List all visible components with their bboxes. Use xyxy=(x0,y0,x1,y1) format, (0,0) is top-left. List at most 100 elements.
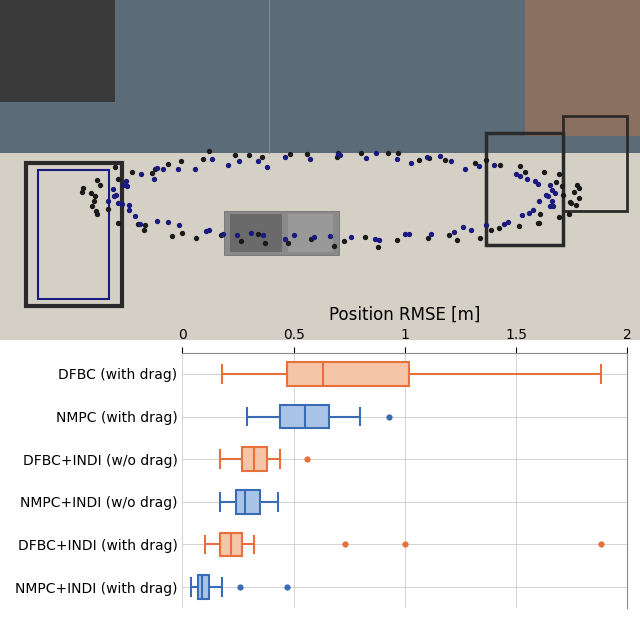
X-axis label: Position RMSE [m]: Position RMSE [m] xyxy=(329,306,481,324)
Bar xyxy=(0,0,640,153)
Point xyxy=(111,190,121,200)
Point xyxy=(204,225,214,235)
Point xyxy=(124,200,134,210)
Point xyxy=(533,218,543,228)
Point xyxy=(435,151,445,161)
Point xyxy=(422,233,433,243)
Point xyxy=(554,168,564,178)
Point xyxy=(92,175,102,185)
Point xyxy=(175,156,186,166)
Point xyxy=(260,238,270,248)
Point xyxy=(486,225,496,235)
Bar xyxy=(0,0,115,102)
Point xyxy=(121,175,131,185)
Point xyxy=(383,147,393,157)
Point xyxy=(244,150,254,160)
Point xyxy=(122,182,132,192)
Bar xyxy=(243,447,267,471)
Point xyxy=(216,230,226,240)
Bar xyxy=(38,170,109,300)
Point xyxy=(535,208,545,218)
Point xyxy=(564,197,575,207)
Point xyxy=(335,150,345,160)
Point xyxy=(528,205,538,215)
Point xyxy=(329,241,339,251)
Bar xyxy=(236,490,260,514)
Point xyxy=(356,148,366,158)
Point xyxy=(258,230,268,240)
Point xyxy=(569,187,579,197)
Point xyxy=(232,230,243,240)
Point xyxy=(109,162,120,172)
Point xyxy=(548,201,558,211)
Point xyxy=(135,218,145,228)
Point xyxy=(177,228,187,238)
Point xyxy=(236,236,246,246)
Point xyxy=(140,220,150,230)
Point xyxy=(540,190,550,200)
Bar xyxy=(486,133,563,245)
Point xyxy=(424,154,435,163)
Point xyxy=(262,162,272,172)
Point xyxy=(95,180,106,190)
Point xyxy=(452,235,462,245)
Point xyxy=(520,167,531,177)
Point xyxy=(534,196,545,206)
Point xyxy=(373,241,383,251)
Point xyxy=(173,163,184,173)
Point xyxy=(113,218,124,228)
Point xyxy=(374,235,385,245)
Point xyxy=(361,154,371,163)
Bar xyxy=(525,0,640,136)
Point xyxy=(77,187,87,197)
Point xyxy=(90,206,100,216)
Point xyxy=(513,221,524,231)
Point xyxy=(109,192,120,202)
Point xyxy=(543,190,554,200)
Point xyxy=(346,232,356,241)
Bar xyxy=(198,575,209,599)
Point xyxy=(163,217,173,227)
Point xyxy=(246,228,257,238)
Point xyxy=(103,204,113,214)
Point xyxy=(86,188,96,198)
Point xyxy=(201,226,211,236)
Point xyxy=(289,230,300,240)
Point xyxy=(204,147,214,157)
Point xyxy=(152,217,162,227)
Point xyxy=(147,168,157,178)
Point xyxy=(126,167,136,177)
Point xyxy=(191,233,201,243)
Point xyxy=(475,233,485,243)
Point xyxy=(550,188,560,198)
Point xyxy=(113,174,123,184)
Point xyxy=(444,230,454,240)
Point xyxy=(306,234,316,244)
Point xyxy=(87,201,97,211)
Point xyxy=(198,154,208,164)
Point xyxy=(446,156,456,166)
Point xyxy=(207,154,218,163)
Point xyxy=(253,230,263,240)
Point xyxy=(108,185,118,195)
Point xyxy=(495,160,505,170)
Point xyxy=(474,161,484,171)
Point xyxy=(532,179,543,189)
Point xyxy=(302,149,312,159)
Point xyxy=(92,210,102,220)
Point xyxy=(530,176,540,186)
Point xyxy=(124,205,134,215)
Point xyxy=(309,232,319,242)
Point xyxy=(545,201,555,211)
Point xyxy=(515,161,525,171)
Point xyxy=(305,154,315,164)
Point xyxy=(566,198,576,208)
Point xyxy=(339,236,349,246)
Point xyxy=(136,170,147,180)
Point xyxy=(360,232,371,242)
Point xyxy=(117,200,127,210)
Point xyxy=(90,192,100,202)
Bar xyxy=(230,214,282,251)
Point xyxy=(103,196,113,206)
Point xyxy=(460,163,470,173)
